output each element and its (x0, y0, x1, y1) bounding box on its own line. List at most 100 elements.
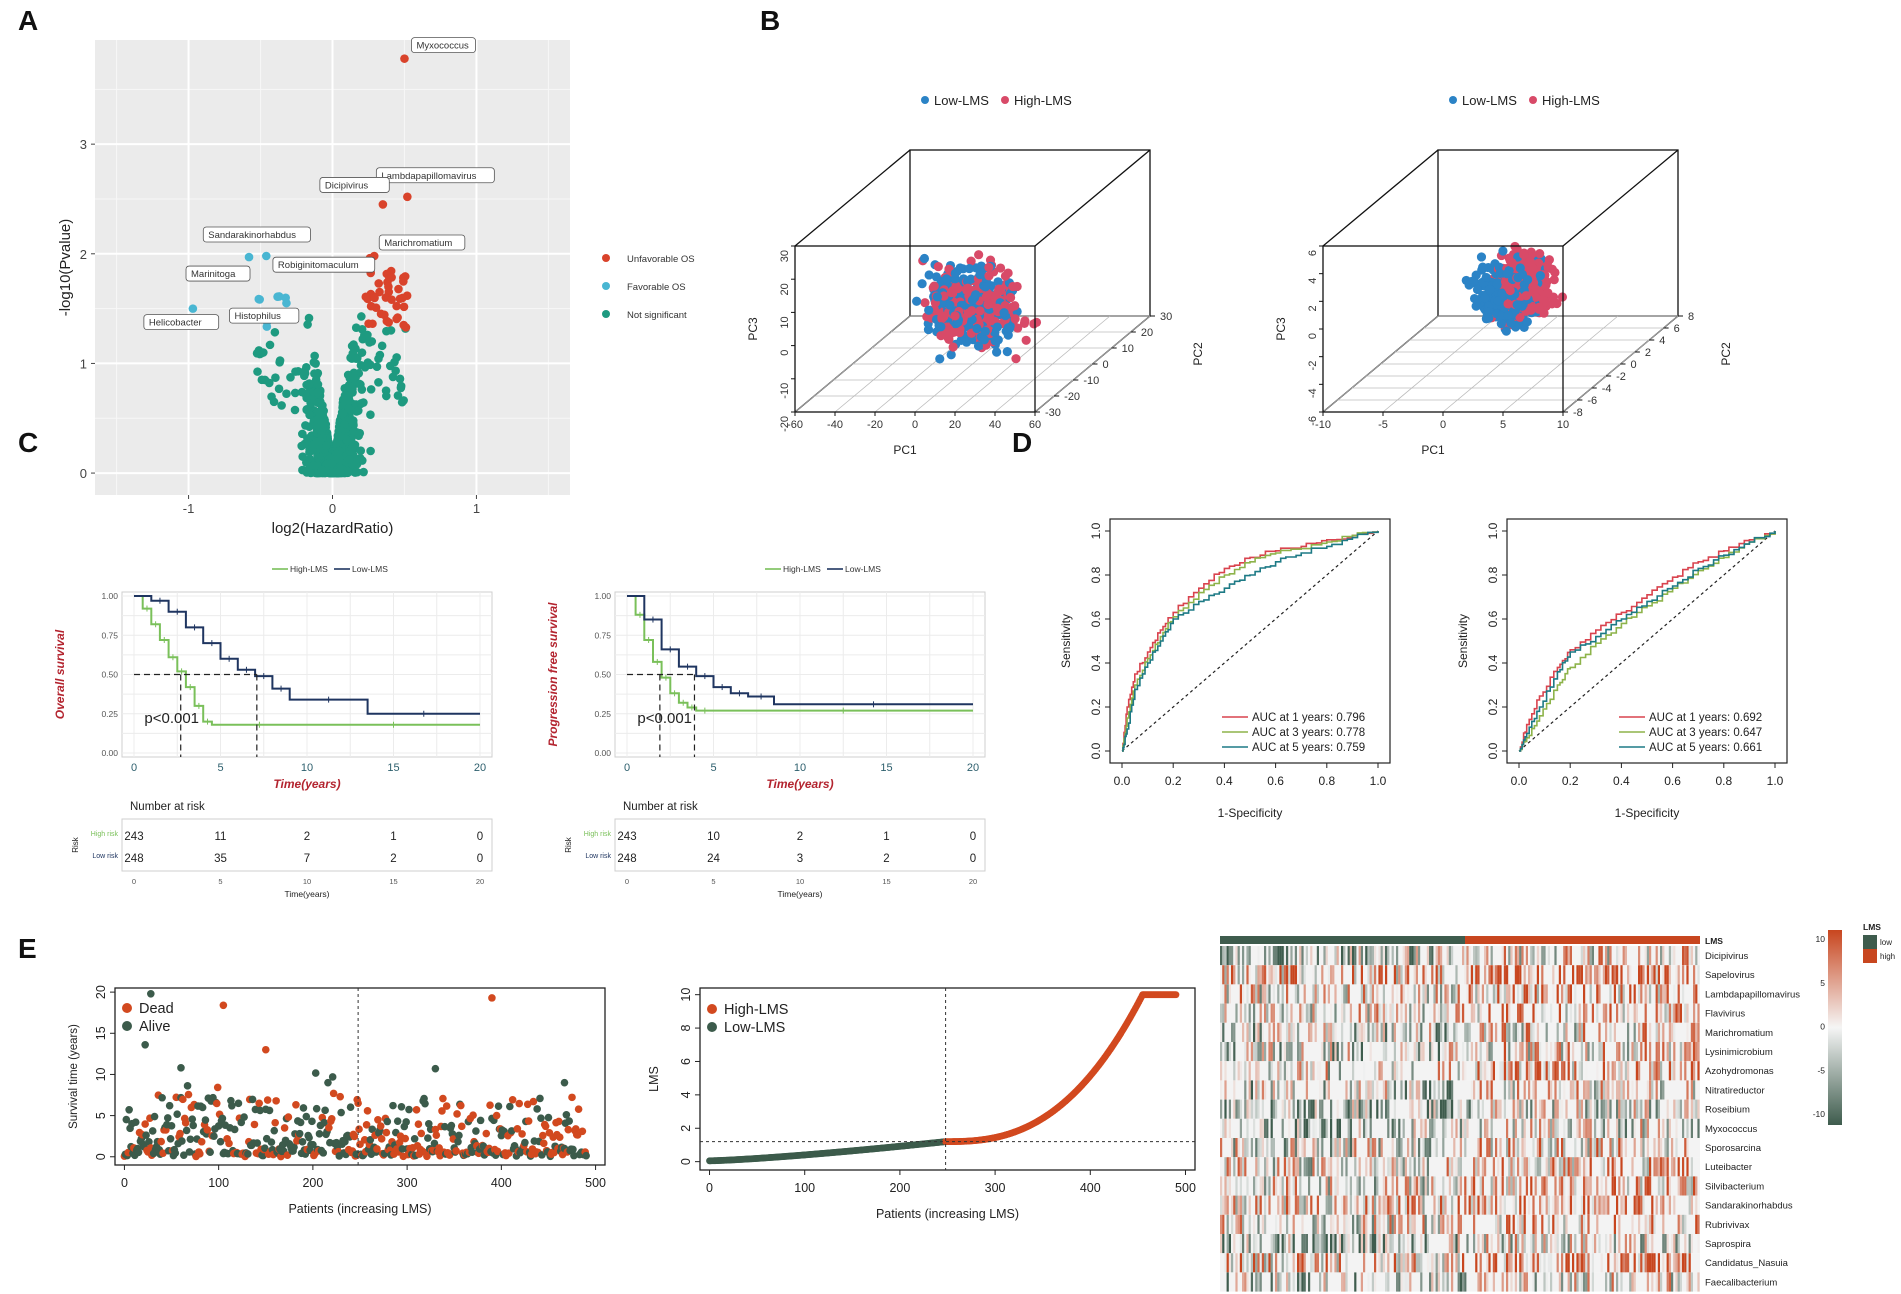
heatmap-cell (1319, 1080, 1322, 1100)
heatmap-cell (1528, 965, 1531, 985)
heatmap-cell (1629, 984, 1632, 1004)
survival-point-dead (284, 1113, 293, 1121)
heatmap-cell (1517, 1138, 1520, 1158)
heatmap-cell (1228, 1118, 1231, 1138)
survival-point-alive (383, 1117, 392, 1126)
pca-point-high-lms (1535, 249, 1545, 259)
heatmap-cell (1283, 946, 1286, 966)
heatmap-cell (1525, 984, 1528, 1004)
survival-point-alive (201, 1116, 210, 1124)
heatmap-cell (1638, 965, 1641, 985)
km-x-tick-label: 15 (387, 762, 399, 774)
heatmap-cell (1530, 1118, 1533, 1138)
heatmap-cell (1656, 1138, 1658, 1157)
heatmap-cell (1523, 965, 1526, 985)
heatmap-cell (1343, 1138, 1346, 1158)
volcano-point-labeled (244, 252, 254, 262)
heatmap-cell (1576, 1022, 1579, 1042)
survival-point-alive (189, 1121, 198, 1130)
heatmap-cell (1682, 1042, 1685, 1062)
heatmap-cell (1349, 1138, 1352, 1158)
heatmap-cell (1585, 965, 1588, 985)
pca-point-high-lms (1544, 255, 1554, 265)
heatmap-cell (1363, 1022, 1366, 1042)
heatmap-row-label: Lysinimicrobium (1705, 1047, 1773, 1058)
heatmap-cell (1321, 1157, 1324, 1177)
heatmap-cell (1356, 1042, 1359, 1062)
heatmap-cell (1422, 984, 1425, 1004)
heatmap-cell (1657, 1042, 1660, 1062)
survival-point-alive (447, 1121, 456, 1130)
heatmap-cell (1347, 946, 1350, 966)
survival-point-dead (197, 1137, 206, 1146)
heatmap-cell (1354, 1157, 1357, 1177)
pca-x-tick-label: -20 (867, 419, 883, 431)
pca-point-high-lms (1005, 292, 1016, 303)
heatmap-cell (1418, 946, 1421, 966)
heatmap-cell (1228, 946, 1231, 966)
volcano-point-not-significant (308, 461, 318, 470)
heatmap-cell (1587, 1099, 1590, 1119)
heatmap-cell (1539, 1099, 1542, 1119)
heatmap-cell (1382, 1042, 1385, 1062)
survival-point-dead (524, 1117, 533, 1125)
heatmap-cell (1506, 965, 1509, 985)
heatmap-cell (1407, 965, 1410, 985)
volcano-point-not-significant (366, 446, 375, 456)
heatmap-cell (1393, 1061, 1396, 1081)
heatmap-cell (1444, 1118, 1447, 1138)
heatmap-cell (1561, 1042, 1564, 1062)
heatmap-cell (1585, 1099, 1588, 1119)
heatmap-cell (1404, 1022, 1407, 1042)
heatmap-cell (1227, 1119, 1229, 1138)
volcano-point-not-significant (385, 361, 395, 371)
heatmap-cell (1231, 946, 1234, 966)
heatmap-cell (1506, 1061, 1509, 1081)
heatmap-cell (1369, 1003, 1372, 1023)
heatmap-cell (1365, 984, 1368, 1004)
pca-point-high-lms (1531, 292, 1541, 302)
heatmap-cell (1578, 1022, 1581, 1042)
heatmap-cell (1550, 1003, 1553, 1023)
heatmap-cell (1481, 1022, 1484, 1042)
heatmap-cell (1517, 984, 1520, 1004)
heatmap-cell (1259, 984, 1262, 1004)
volcano-point-labeled (400, 54, 409, 63)
lms-x-axis-title: Patients (increasing LMS) (876, 1207, 1019, 1221)
heatmap-cell (1224, 1099, 1227, 1119)
heatmap-cell (1226, 1042, 1229, 1062)
heatmap-cell (1589, 984, 1592, 1004)
heatmap-cell (1426, 984, 1429, 1004)
heatmap-annotation-low (1220, 936, 1465, 944)
heatmap-cell (1616, 965, 1619, 985)
heatmap-cell (1662, 984, 1665, 1004)
volcano-point-not-significant (363, 330, 372, 340)
volcano-point-labeled (282, 298, 291, 308)
heatmap-cell (1259, 1138, 1262, 1158)
lms-legend-key-low (707, 1022, 717, 1032)
heatmap-cell (1385, 1080, 1388, 1100)
heatmap-cell (1490, 1118, 1493, 1138)
heatmap-cell (1475, 965, 1478, 985)
heatmap-cell (1290, 1042, 1293, 1062)
heatmap-cell (1479, 1080, 1482, 1100)
heatmap-cell (1446, 946, 1449, 966)
heatmap-cell (1679, 1099, 1682, 1119)
heatmap-cell (1292, 1022, 1295, 1042)
heatmap-cell (1336, 1099, 1339, 1119)
heatmap-cell (1323, 1157, 1326, 1177)
survival-point-alive (210, 1132, 218, 1141)
volcano-label-box (143, 314, 220, 331)
heatmap-cell (1437, 1061, 1440, 1081)
heatmap-cell (1321, 1099, 1324, 1119)
survival-point-dead (432, 1131, 441, 1139)
km-y-tick-label: 0.50 (101, 670, 118, 680)
heatmap-cell (1326, 1157, 1328, 1176)
heatmap-cell (1437, 1099, 1440, 1119)
heatmap-cell (1376, 1157, 1379, 1177)
survival-point-dead (141, 1120, 149, 1128)
heatmap-cell (1387, 946, 1390, 966)
heatmap-cell (1431, 965, 1434, 985)
heatmap-cell (1433, 1138, 1435, 1157)
